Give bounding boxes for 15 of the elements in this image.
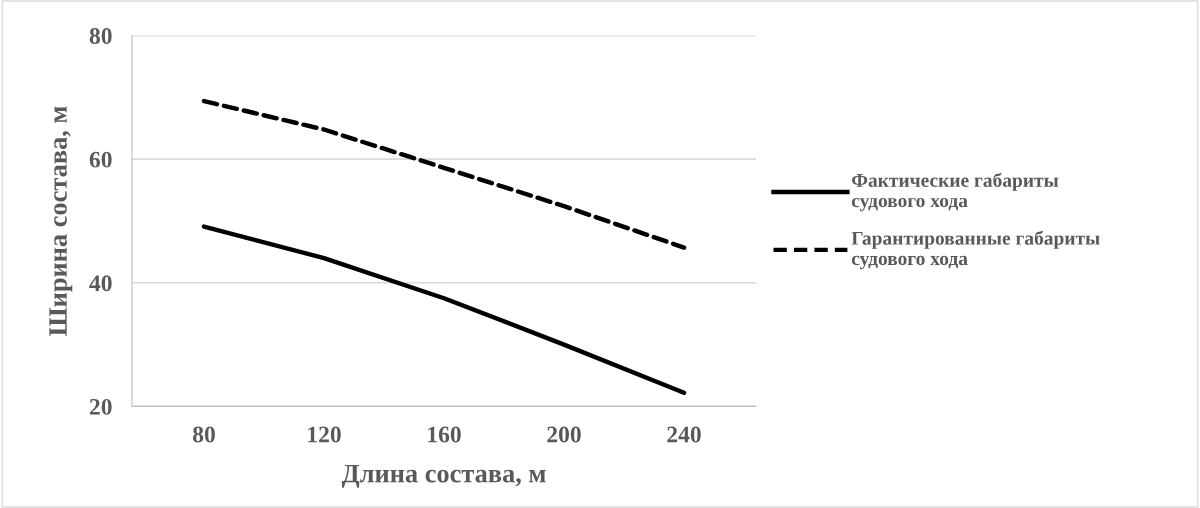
line-series [201,224,687,396]
x-tick-label: 160 [428,426,461,443]
y-tick-label: 40 [89,275,112,292]
x-tick-label: 240 [667,426,701,443]
legend-label: Фактические габариты судового хода [851,172,1059,212]
y-tick-label: 60 [89,151,112,168]
y-tick-label: 20 [89,398,112,415]
y-tick-label: 80 [89,28,112,44]
x-tick-label: 80 [192,426,215,443]
x-tick-label: 200 [547,426,581,443]
line-series [201,98,687,250]
y-axis-title: Ширина состава, м [49,106,73,336]
x-axis-title: Длина состава, м [341,464,546,488]
x-tick-label: 120 [308,426,341,443]
legend-label: Гарантированные габариты судового хода [851,230,1100,270]
